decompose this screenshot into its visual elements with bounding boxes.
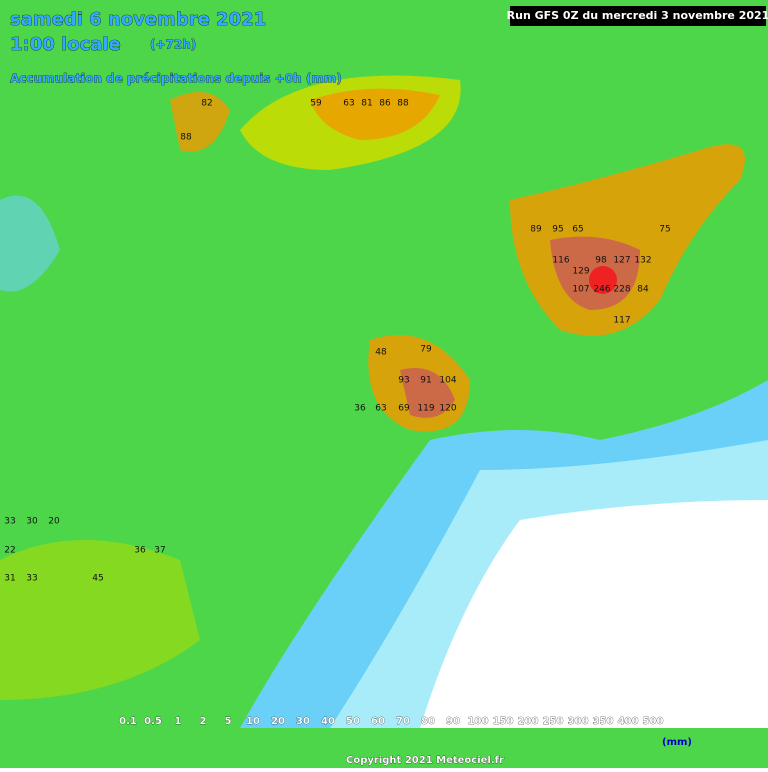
run-banner [510,6,766,26]
legend-label: 50 [346,716,360,727]
legend-label: 350 [593,716,614,727]
legend-label: 5 [225,716,232,727]
precip-value: 228 [613,285,630,295]
precip-value: 84 [637,285,649,295]
precip-value: 79 [420,345,432,355]
precip-value: 93 [398,376,409,386]
precip-value: 31 [4,574,15,584]
legend-label: 10 [246,716,260,727]
precip-value: 69 [398,404,410,414]
precip-value: 65 [572,225,583,235]
precip-value: 22 [4,546,15,556]
lead-time: (+72h) [150,38,196,52]
legend-label: 90 [446,716,460,727]
precip-value: 86 [379,99,391,109]
precip-value: 33 [26,574,37,584]
precip-value: 59 [310,99,322,109]
precip-area [310,88,440,140]
precip-value: 37 [154,546,165,556]
legend-label: 2 [200,716,207,727]
precip-value: 246 [593,285,610,295]
precip-value: 36 [134,546,146,556]
precip-max [589,266,617,294]
precip-value: 82 [201,99,212,109]
legend-label: 100 [468,716,489,727]
local-time: 1:00 locale [10,34,121,55]
precip-value: 95 [552,225,563,235]
legend-label: 0.1 [119,716,137,727]
precip-value: 75 [659,225,670,235]
subtitle: Accumulation de précipitations depuis +0… [10,72,342,86]
precip-value: 88 [397,99,409,109]
precip-area [170,92,230,152]
precip-value: 89 [530,225,542,235]
precip-value: 107 [572,285,589,295]
precip-value: 91 [420,376,431,386]
precip-value: 132 [634,256,651,266]
legend-label: 250 [543,716,564,727]
legend-label: 400 [618,716,639,727]
precip-value: 98 [595,256,607,266]
legend-label: 500 [643,716,664,727]
legend-background [0,728,768,768]
precip-value: 127 [613,256,630,266]
precip-value: 48 [375,348,387,358]
precip-value: 88 [180,133,192,143]
precip-value: 20 [48,517,60,527]
precip-value: 117 [613,316,630,326]
precip-value: 36 [354,404,366,414]
precip-value: 129 [572,267,589,277]
precip-value: 63 [343,99,354,109]
dry-area [420,500,768,728]
precip-value: 81 [361,99,372,109]
legend-label: 40 [321,716,335,727]
legend-unit: (mm) [662,737,692,748]
legend-label: 80 [421,716,435,727]
precip-value: 63 [375,404,386,414]
dry-area [0,195,60,292]
date: samedi 6 novembre 2021 [10,9,266,30]
legend-label: 70 [396,716,410,727]
legend-label: 200 [518,716,539,727]
legend-label: 60 [371,716,385,727]
precip-value: 30 [26,517,38,527]
precip-value: 120 [439,404,456,414]
legend-label: 300 [568,716,589,727]
legend-label: 150 [493,716,514,727]
precip-value: 116 [552,256,569,266]
legend-label: 0.5 [144,716,162,727]
legend-label: 30 [296,716,310,727]
legend-label: 1 [175,716,182,727]
copyright: Copyright 2021 Meteociel.fr [346,755,504,766]
precip-value: 45 [92,574,103,584]
precip-value: 104 [439,376,456,386]
precip-area [400,368,455,418]
precip-value: 33 [4,517,15,527]
precip-value: 119 [417,404,434,414]
legend-label: 20 [271,716,285,727]
run-info: Run GFS 0Z du mercredi 3 novembre 2021 [507,9,768,22]
precip-area [0,540,200,700]
